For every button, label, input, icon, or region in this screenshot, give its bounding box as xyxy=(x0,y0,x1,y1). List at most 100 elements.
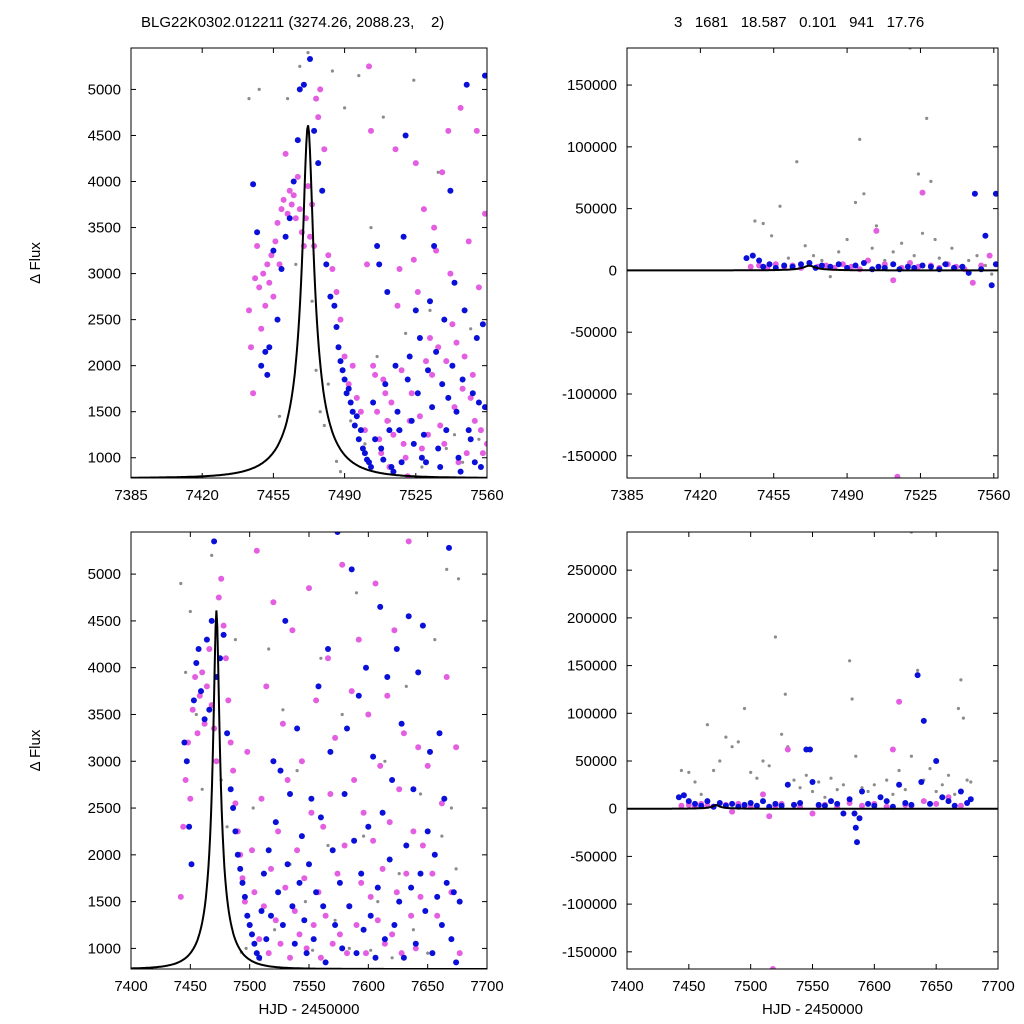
blue-point xyxy=(852,824,859,831)
magenta-point xyxy=(308,809,315,816)
data-points xyxy=(627,532,998,969)
grey-point xyxy=(934,789,938,794)
blue-point xyxy=(448,936,455,943)
magenta-point xyxy=(284,210,291,217)
blue-point xyxy=(249,931,255,938)
blue-point xyxy=(398,459,405,466)
magenta-point xyxy=(439,169,446,176)
blue-point xyxy=(347,399,354,406)
blue-point xyxy=(307,56,313,62)
magenta-point xyxy=(196,692,203,699)
blue-point xyxy=(450,889,457,896)
blue-point xyxy=(298,833,305,840)
magenta-point xyxy=(482,210,487,217)
plot-frame xyxy=(130,47,488,479)
blue-point xyxy=(471,459,478,466)
grey-point xyxy=(780,732,784,736)
blue-point xyxy=(374,243,381,249)
grey-point xyxy=(286,97,290,101)
blue-point xyxy=(400,233,407,240)
magenta-point xyxy=(400,440,407,447)
y-tick-label: 150000 xyxy=(567,658,617,675)
x-tick-label: 7385 xyxy=(610,487,643,504)
magenta-point xyxy=(325,252,332,259)
blue-point xyxy=(423,459,429,466)
magenta-point xyxy=(388,399,395,406)
magenta-point xyxy=(449,321,456,328)
blue-point xyxy=(427,298,433,305)
grey-point xyxy=(835,788,839,792)
grey-point xyxy=(340,712,344,717)
magenta-point xyxy=(390,431,397,438)
magenta-point xyxy=(890,277,897,284)
magenta-point xyxy=(370,837,377,844)
blue-point xyxy=(753,802,760,809)
magenta-point xyxy=(333,289,340,295)
blue-point xyxy=(365,823,372,830)
magenta-point xyxy=(327,791,334,797)
magenta-point xyxy=(194,730,201,737)
magenta-point xyxy=(290,192,297,199)
blue-point xyxy=(287,791,293,797)
blue-point xyxy=(331,302,338,309)
magenta-point xyxy=(177,893,184,900)
blue-point xyxy=(441,795,448,802)
blue-point xyxy=(772,800,779,807)
magenta-point xyxy=(408,390,415,397)
blue-point xyxy=(315,683,322,690)
blue-point xyxy=(675,794,682,801)
magenta-point xyxy=(678,802,685,809)
magenta-point xyxy=(969,279,976,286)
blue-point xyxy=(410,440,417,447)
blue-point xyxy=(279,922,286,928)
magenta-point xyxy=(355,636,362,643)
magenta-point xyxy=(203,683,210,690)
magenta-point xyxy=(258,795,265,802)
blue-point xyxy=(431,851,438,858)
magenta-point xyxy=(378,450,385,457)
magenta-point xyxy=(258,325,265,332)
blue-point xyxy=(778,802,785,809)
grey-point xyxy=(828,275,832,279)
grey-point xyxy=(426,951,430,955)
grey-point xyxy=(749,770,753,775)
magenta-point xyxy=(441,440,448,447)
grey-point xyxy=(295,769,299,773)
blue-point xyxy=(227,786,234,793)
x-tick-label: 7560 xyxy=(977,487,1010,504)
blue-point xyxy=(363,664,369,671)
grey-point xyxy=(937,256,941,260)
x-tick-label: 7560 xyxy=(470,487,503,504)
y-tick-label: -50000 xyxy=(570,324,617,341)
blue-point xyxy=(260,870,267,877)
magenta-point xyxy=(337,316,344,323)
blue-point xyxy=(274,316,281,323)
blue-point xyxy=(289,903,296,910)
blue-point xyxy=(729,800,736,807)
magenta-point xyxy=(199,669,206,676)
grey-point xyxy=(326,382,330,386)
blue-point xyxy=(429,950,436,957)
blue-point xyxy=(859,788,865,795)
grey-point xyxy=(210,553,214,558)
blue-point xyxy=(939,794,946,801)
blue-point xyxy=(405,613,412,620)
grey-point xyxy=(411,928,415,932)
magenta-point xyxy=(431,224,438,231)
blue-point xyxy=(351,422,358,429)
grey-point xyxy=(990,272,994,276)
magenta-point xyxy=(272,917,279,924)
blue-point xyxy=(262,348,269,355)
magenta-point xyxy=(894,473,901,478)
blue-point xyxy=(457,468,464,475)
magenta-point xyxy=(310,922,317,928)
magenta-point xyxy=(396,266,403,272)
magenta-point xyxy=(453,744,460,751)
blue-point xyxy=(355,692,362,699)
blue-point xyxy=(270,758,277,765)
grey-point xyxy=(736,740,740,744)
blue-point xyxy=(327,748,334,755)
grey-point xyxy=(730,745,734,749)
grey-point xyxy=(742,706,747,711)
magenta-point xyxy=(873,227,880,234)
